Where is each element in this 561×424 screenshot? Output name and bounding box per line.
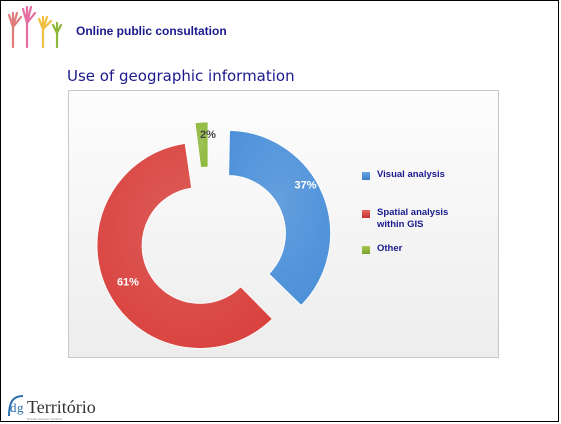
legend-label: Visual analysis — [377, 169, 445, 180]
slice-other — [194, 121, 209, 168]
header-band: Online public consultation — [1, 1, 558, 53]
footer-logo-text: Território — [27, 397, 96, 417]
data-label-spatial-analysis: 61% — [117, 276, 139, 288]
legend-item-other: Other — [362, 243, 492, 255]
legend-swatch-other — [362, 246, 370, 254]
legend-label: Other — [377, 243, 403, 254]
chart-legend: Visual analysis Spatial analysis within … — [362, 169, 492, 271]
slice-visual-analysis — [228, 130, 331, 306]
legend-label: Spatial analysis within GIS — [377, 207, 449, 230]
header-title: Online public consultation — [76, 24, 227, 38]
legend-item-visual-analysis: Visual analysis — [362, 169, 492, 181]
chart-area: 61% 37% 2% Visual analysis Spatial analysi… — [68, 90, 499, 358]
data-label-other: 2% — [200, 129, 216, 141]
slice-spatial-analysis — [96, 143, 273, 349]
dgterritorio-logo-icon: d g — [8, 395, 24, 417]
legend-swatch-spatial — [362, 210, 370, 218]
raised-hands-logo-icon — [7, 5, 63, 49]
doughnut-chart: 61% 37% 2% — [96, 121, 331, 349]
slide-subtitle: Use of geographic information — [67, 67, 295, 85]
svg-text:g: g — [17, 400, 24, 415]
data-label-visual-analysis: 37% — [294, 179, 316, 191]
legend-item-spatial-analysis: Spatial analysis within GIS — [362, 207, 492, 231]
legend-swatch-visual — [362, 172, 370, 180]
footer-logo-subtext: Direção-Geral do Território — [27, 417, 63, 421]
svg-text:d: d — [10, 400, 17, 415]
